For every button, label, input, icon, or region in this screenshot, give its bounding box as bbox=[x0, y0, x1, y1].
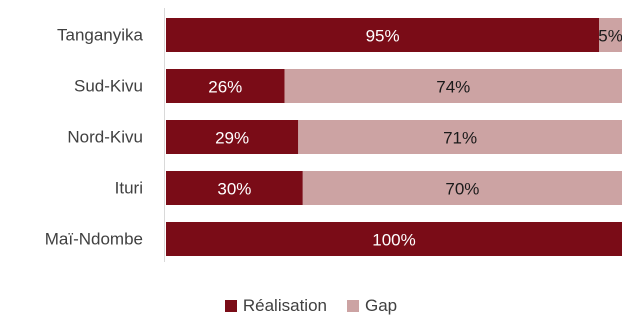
bar-realisation-mai-ndombe bbox=[166, 222, 622, 256]
legend-swatch-realisation bbox=[224, 300, 237, 312]
category-label-ituri: Ituri bbox=[115, 179, 143, 198]
value-label-gap-sud-kivu: 74% bbox=[436, 78, 470, 97]
bar-realisation-tanganyika bbox=[166, 18, 600, 52]
value-label-gap-tanganyika: 5% bbox=[598, 27, 622, 46]
bar-gap-nord-kivu bbox=[298, 120, 622, 154]
value-label-realisation-nord-kivu: 29% bbox=[215, 129, 249, 148]
bars-group bbox=[166, 18, 622, 256]
category-label-tanganyika: Tanganyika bbox=[57, 26, 144, 45]
value-label-realisation-sud-kivu: 26% bbox=[208, 78, 242, 97]
legend: Réalisation Gap bbox=[0, 296, 622, 316]
category-labels-group: Tanganyika Sud-Kivu Nord-Kivu Ituri Maï-Ndom… bbox=[45, 26, 144, 249]
bar-realisation-sud-kivu bbox=[166, 69, 285, 103]
category-label-sud-kivu: Sud-Kivu bbox=[74, 77, 143, 96]
bar-gap-ituri bbox=[302, 171, 622, 205]
value-label-realisation-mai-ndombe: 100% bbox=[372, 231, 415, 250]
category-label-nord-kivu: Nord-Kivu bbox=[67, 128, 143, 147]
value-label-gap-nord-kivu: 71% bbox=[443, 129, 477, 148]
bar-gap-tanganyika bbox=[599, 18, 622, 52]
legend-label-gap: Gap bbox=[364, 296, 398, 315]
value-label-gap-ituri: 70% bbox=[445, 180, 479, 199]
value-label-realisation-ituri: 30% bbox=[217, 180, 251, 199]
legend-item-realisation: Réalisation bbox=[224, 296, 327, 316]
legend-swatch-gap bbox=[346, 300, 359, 312]
value-labels-group: 95% 5% 26% 74% 29% 71% 30% 70% 100% bbox=[208, 27, 622, 250]
bar-realisation-nord-kivu bbox=[166, 120, 299, 154]
bar-realisation-ituri bbox=[166, 171, 303, 205]
bar-gap-sud-kivu bbox=[284, 69, 622, 103]
value-label-realisation-tanganyika: 95% bbox=[366, 27, 400, 46]
legend-item-gap: Gap bbox=[346, 296, 398, 316]
legend-label-realisation: Réalisation bbox=[242, 296, 327, 315]
category-label-mai-ndombe: Maï-Ndombe bbox=[45, 230, 143, 249]
